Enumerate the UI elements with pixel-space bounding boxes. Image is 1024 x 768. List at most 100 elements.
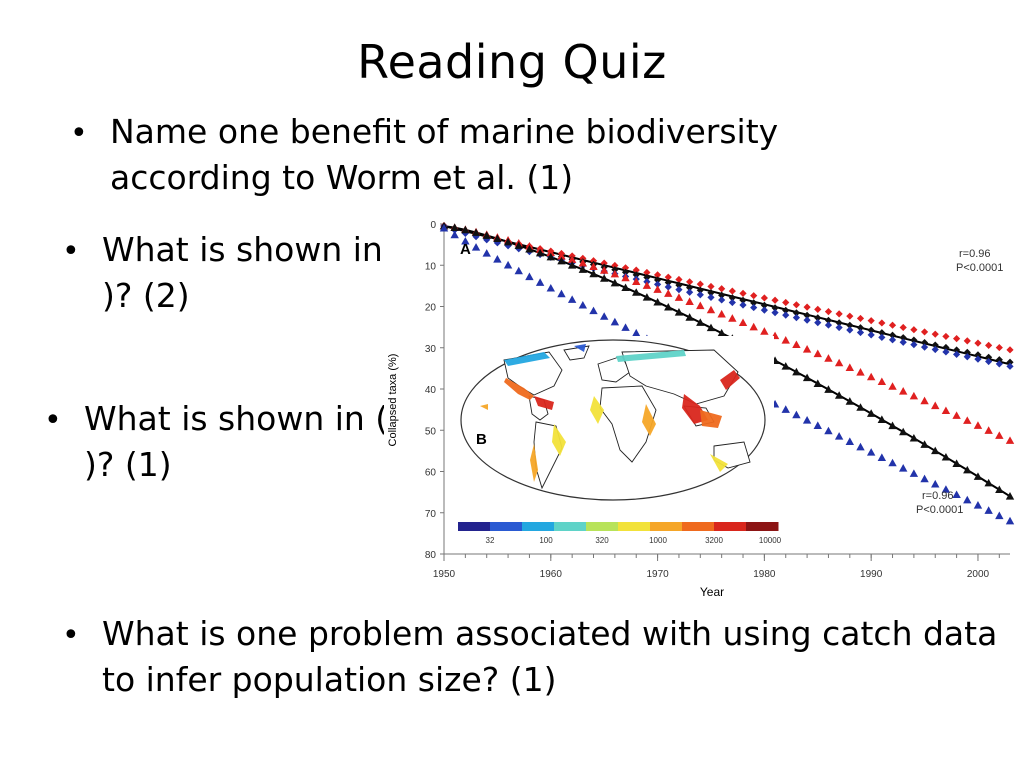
catch-intensity-region	[710, 454, 728, 472]
data-point-upper-diamond	[686, 288, 694, 296]
data-point-upper-diamond	[814, 319, 822, 327]
panel-a-label: A	[460, 241, 471, 258]
data-point-lower-triangle	[877, 377, 887, 386]
data-point-lower-triangle	[899, 427, 908, 436]
colorbar-tick-label: 1000	[649, 536, 667, 545]
colorbar-tick-label: 100	[539, 536, 553, 545]
colorbar-tick-label: 32	[486, 536, 495, 545]
bullet-icon: •	[70, 116, 88, 151]
question-4-text: What is one problem associated with usin…	[102, 614, 998, 699]
data-point-upper-diamond	[718, 296, 726, 304]
data-point-upper-diamond	[931, 341, 939, 349]
data-point-lower-triangle	[973, 421, 983, 429]
data-point-lower-triangle	[578, 300, 588, 309]
data-point-upper-diamond	[675, 281, 683, 289]
data-point-lower-triangle	[525, 272, 534, 281]
data-point-lower-triangle	[1005, 492, 1015, 500]
bullet-icon: •	[62, 234, 80, 269]
data-point-lower-triangle	[866, 409, 876, 417]
data-point-lower-triangle	[834, 391, 844, 399]
data-point-lower-triangle	[824, 426, 833, 435]
data-point-lower-triangle	[599, 274, 609, 282]
slide-title: Reading Quiz	[357, 35, 667, 89]
data-point-lower-triangle	[717, 309, 726, 318]
data-point-upper-diamond	[653, 280, 662, 289]
data-point-lower-triangle	[674, 308, 684, 316]
data-point-lower-triangle	[685, 297, 694, 305]
data-point-lower-triangle	[856, 368, 865, 376]
data-point-upper-diamond	[846, 321, 854, 329]
data-point-lower-triangle	[824, 354, 833, 362]
data-point-lower-triangle	[738, 318, 748, 327]
data-point-lower-triangle	[866, 372, 876, 381]
data-point-lower-triangle	[632, 328, 641, 337]
data-point-lower-triangle	[717, 328, 726, 337]
data-point-lower-triangle	[653, 285, 662, 293]
data-point-upper-diamond	[771, 309, 779, 317]
data-point-upper-diamond	[472, 233, 480, 241]
data-point-lower-triangle	[973, 472, 983, 480]
data-point-lower-triangle	[685, 313, 694, 321]
data-point-lower-triangle	[589, 269, 598, 278]
data-point-lower-triangle	[1005, 436, 1015, 444]
data-point-upper-diamond	[803, 316, 811, 324]
data-point-lower-triangle	[664, 289, 673, 297]
data-point-lower-triangle	[610, 317, 620, 326]
y-tick-label: 30	[425, 344, 437, 355]
data-point-lower-triangle	[888, 458, 897, 467]
catch-intensity-region	[534, 396, 554, 410]
data-point-lower-triangle	[973, 501, 983, 509]
data-point-lower-triangle	[845, 363, 855, 371]
x-tick-label: 1970	[646, 569, 669, 580]
data-point-upper-diamond	[760, 294, 768, 302]
data-point-lower-triangle	[621, 273, 630, 282]
colorbar-segment	[618, 522, 651, 531]
data-point-lower-triangle	[813, 379, 822, 387]
collapsed-taxa-figure: 0 10 20 30 40 50 60 70 80 1950 1960 1970 1980 1990 200…	[384, 210, 1024, 610]
data-point-upper-diamond	[771, 296, 779, 304]
data-point-lower-triangle	[931, 401, 940, 410]
data-point-lower-triangle	[877, 453, 887, 461]
x-axis-label: Year	[700, 585, 724, 599]
data-point-lower-triangle	[984, 426, 993, 434]
data-point-upper-diamond	[707, 282, 715, 291]
data-point-upper-diamond	[664, 278, 672, 287]
chart-axes: 0 10 20 30 40 50 60 70 80 1950 1960 1970 1980 1990 200…	[425, 220, 1010, 580]
colorbar-segment	[746, 522, 779, 531]
x-tick-label: 1950	[433, 569, 456, 580]
colorbar-segment	[458, 522, 491, 531]
data-point-upper-diamond	[888, 331, 897, 339]
fit-annotation-lower-p: P<0.0001	[916, 504, 963, 516]
colorbar-segment	[714, 522, 747, 531]
data-point-upper-diamond	[931, 345, 939, 354]
data-point-upper-diamond	[814, 314, 822, 322]
data-point-lower-triangle	[845, 397, 855, 405]
x-tick-label: 2000	[967, 569, 990, 580]
data-point-lower-triangle	[664, 302, 673, 311]
data-point-upper-diamond	[1006, 346, 1014, 354]
data-point-lower-triangle	[899, 464, 908, 472]
data-point-upper-diamond	[504, 242, 512, 250]
data-point-lower-triangle	[599, 266, 609, 274]
map-inset: B 32 100 320 1000 3200 10000	[452, 336, 782, 545]
data-point-upper-diamond	[739, 296, 747, 304]
data-point-lower-triangle	[621, 283, 630, 292]
bullet-icon: •	[62, 618, 80, 653]
catch-intensity-region	[480, 404, 488, 410]
data-point-upper-diamond	[888, 336, 897, 344]
data-point-lower-triangle	[461, 225, 470, 234]
data-point-lower-triangle	[546, 252, 555, 261]
x-tick-label: 1980	[753, 569, 776, 580]
data-point-upper-diamond	[846, 312, 854, 320]
data-point-lower-triangle	[706, 323, 716, 332]
data-point-lower-triangle	[493, 234, 502, 242]
data-point-upper-diamond	[675, 286, 683, 294]
catch-intensity-region	[700, 410, 722, 428]
catch-intensity-region	[574, 344, 586, 352]
data-point-upper-diamond	[910, 336, 918, 344]
data-point-lower-triangle	[963, 465, 972, 474]
catch-intensity-region	[504, 352, 550, 366]
data-point-lower-triangle	[439, 223, 449, 232]
data-point-lower-triangle	[535, 278, 545, 286]
y-tick-label: 50	[425, 426, 437, 437]
